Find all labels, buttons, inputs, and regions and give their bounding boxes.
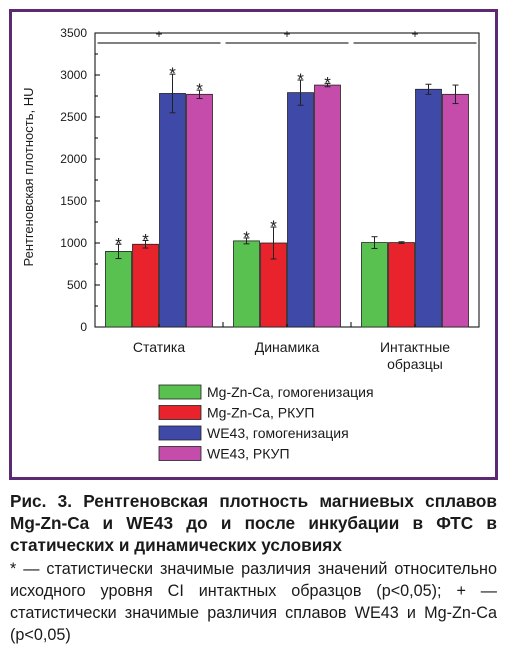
plot-area: 0 500 1000 1500 2000 2500 3000 3500 Рентгеновска… <box>21 26 480 372</box>
significance-star: * <box>142 230 149 249</box>
bar <box>132 243 159 328</box>
bar <box>314 84 341 328</box>
group-significance-plus: + <box>411 27 418 41</box>
legend-label: Mg-Zn-Ca, РКУП <box>207 405 314 421</box>
chart-legend: Mg-Zn-Ca, гомогенизация Mg-Zn-Ca, РКУП WE4… <box>158 384 374 462</box>
significance-star: * <box>324 73 331 92</box>
bar <box>287 92 314 328</box>
significance-star: * <box>270 217 277 236</box>
x-category-label: образцы <box>387 356 443 372</box>
bar <box>233 240 260 328</box>
bar <box>388 242 415 328</box>
group-significance-plus: + <box>283 27 290 41</box>
y-tick-label: 2000 <box>60 152 87 166</box>
legend-swatch <box>158 446 202 461</box>
legend-swatch <box>158 425 202 441</box>
x-category-label: Статика <box>133 339 186 355</box>
y-tick-label: 3500 <box>60 26 87 40</box>
figure-caption: Рис. 3. Рентгеновская плотность магниевы… <box>10 490 497 646</box>
significance-star: * <box>115 234 122 253</box>
y-tick-label: 500 <box>67 278 87 292</box>
x-category-label: Динамика <box>255 339 320 355</box>
figure-frame <box>9 9 498 480</box>
legend-label: WE43, гомогенизация <box>207 425 349 441</box>
y-tick-label: 2500 <box>60 110 87 124</box>
y-tick-label: 3000 <box>60 68 87 82</box>
group-significance-plus: + <box>155 27 162 41</box>
bar <box>159 93 186 328</box>
significance-star: * <box>169 64 176 83</box>
significance-star: * <box>243 228 250 247</box>
significance-star: * <box>297 70 304 89</box>
legend-swatch <box>158 405 202 420</box>
x-category-label: Интактные <box>380 339 450 355</box>
legend-swatch <box>158 384 202 400</box>
bar <box>415 88 442 328</box>
legend-label: WE43, РКУП <box>207 446 290 462</box>
significance-star: * <box>196 80 203 99</box>
y-tick-label: 1500 <box>60 194 87 208</box>
bar <box>186 93 213 328</box>
legend-label: Mg-Zn-Ca, гомогенизация <box>207 384 374 400</box>
bar <box>361 242 388 328</box>
bar <box>105 250 132 328</box>
bar-chart: 0 500 1000 1500 2000 2500 3000 3500 Рентгеновска… <box>21 26 480 462</box>
caption-title: Рис. 3. Рентгеновская плотность магниевы… <box>10 491 497 555</box>
caption-note: * — статистически значимые различия знач… <box>10 560 497 644</box>
bar <box>442 93 469 328</box>
y-tick-label: 1000 <box>60 236 87 250</box>
y-tick-label: 0 <box>80 320 87 334</box>
y-axis-label: Рентгеновская плотность, HU <box>21 88 36 267</box>
